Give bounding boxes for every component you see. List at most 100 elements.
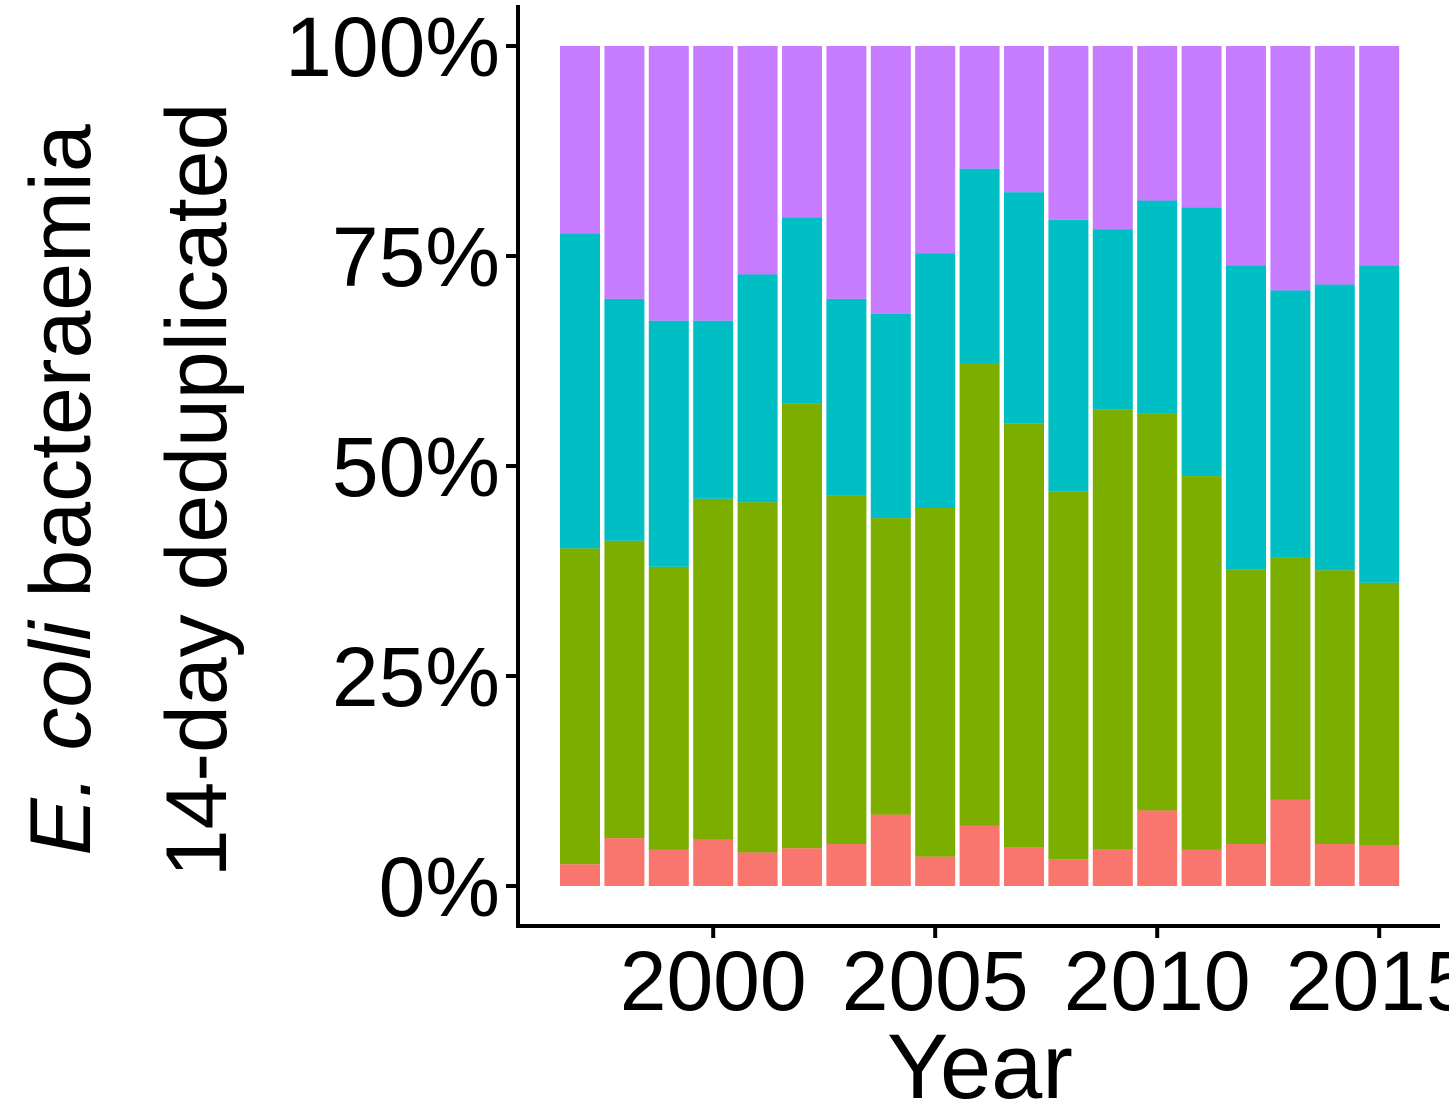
bar-1999-segment-1 [648, 849, 689, 886]
bar-2001-segment-3 [737, 274, 778, 503]
bar-2004-segment-2 [870, 518, 911, 815]
bar-1997-segment-2 [560, 548, 600, 865]
bar-stack-2009 [1092, 46, 1133, 886]
bar-2006-segment-4 [959, 46, 1000, 169]
bar-2014-segment-1 [1314, 844, 1355, 886]
bar-2002-segment-3 [782, 217, 822, 404]
bar-2011-segment-3 [1181, 207, 1222, 477]
bar-1998-segment-2 [604, 540, 645, 839]
bar-stack-1998 [604, 46, 645, 886]
bar-2015-segment-3 [1359, 265, 1400, 583]
bar-1999-segment-3 [648, 320, 689, 567]
bar-2005-segment-4 [915, 46, 956, 254]
ticks-layer: 0% 25% 50% 75% 100% 2000 2005 2010 2015 [285, 0, 1449, 1028]
y-axis-title-rest: bacteraemia [13, 124, 109, 621]
bar-2002-segment-4 [782, 46, 822, 218]
bar-stack-2012 [1226, 46, 1266, 886]
bar-2008-segment-4 [1048, 46, 1089, 220]
bar-stack-2007 [1004, 46, 1044, 886]
bar-2007-segment-1 [1004, 847, 1044, 886]
bar-stack-2014 [1314, 46, 1355, 886]
bar-2009-segment-3 [1092, 229, 1133, 410]
bar-2004-segment-4 [870, 46, 911, 314]
bar-1998-segment-3 [604, 298, 645, 541]
bar-2011-segment-2 [1181, 476, 1222, 850]
y-tick-label-1: 25% [332, 630, 500, 724]
bar-1997-segment-1 [560, 864, 600, 886]
bar-stack-2000 [693, 46, 734, 886]
bar-1999-segment-2 [648, 566, 689, 850]
bar-2006-segment-3 [959, 168, 1000, 364]
bar-2001-segment-4 [737, 46, 778, 275]
bar-2013-segment-4 [1270, 46, 1311, 291]
bar-2009-segment-1 [1092, 849, 1133, 886]
bar-2005-segment-1 [915, 856, 956, 886]
bar-2007-segment-2 [1004, 423, 1044, 848]
bar-1999-segment-4 [648, 46, 689, 321]
bar-2010-segment-1 [1137, 810, 1178, 886]
bar-2000-segment-1 [693, 839, 734, 886]
bar-2011-segment-4 [1181, 46, 1222, 208]
bar-2013-segment-1 [1270, 799, 1311, 886]
bar-2014-segment-4 [1314, 46, 1355, 285]
bar-2002-segment-2 [782, 403, 822, 849]
bar-2004-segment-3 [870, 313, 911, 519]
y-tick-label-2: 50% [332, 420, 500, 514]
bar-2008-segment-1 [1048, 859, 1089, 886]
bar-2008-segment-2 [1048, 491, 1089, 860]
bar-stack-1997 [560, 46, 600, 886]
bar-1997-segment-4 [560, 46, 600, 234]
bar-2011-segment-1 [1181, 849, 1222, 886]
bar-1997-segment-3 [560, 233, 600, 549]
bar-2000-segment-4 [693, 46, 734, 321]
x-axis-title: Year [887, 1016, 1073, 1110]
bar-1998-segment-1 [604, 838, 645, 886]
x-tick-label-2005: 2005 [842, 934, 1029, 1028]
bar-2004-segment-1 [870, 814, 911, 886]
bar-2003-segment-2 [826, 495, 867, 844]
y-tick-label-3: 75% [332, 210, 500, 304]
bar-2012-segment-4 [1226, 46, 1266, 266]
bar-1998-segment-4 [604, 46, 645, 299]
bar-2010-segment-3 [1137, 200, 1178, 414]
bar-stack-2001 [737, 46, 778, 886]
bar-stack-2010 [1137, 46, 1178, 886]
bar-2001-segment-2 [737, 502, 778, 853]
bar-2010-segment-2 [1137, 413, 1178, 811]
bar-2007-segment-3 [1004, 192, 1044, 424]
y-axis-title-italic: E. coli [13, 619, 109, 856]
bar-2015-segment-1 [1359, 845, 1400, 886]
bar-2006-segment-2 [959, 363, 1000, 826]
bar-2014-segment-3 [1314, 284, 1355, 571]
bar-2013-segment-2 [1270, 557, 1311, 800]
x-tick-label-2015: 2015 [1286, 934, 1449, 1028]
bar-stack-2004 [870, 46, 911, 886]
y-tick-label-0: 0% [379, 840, 500, 934]
bar-2007-segment-4 [1004, 46, 1044, 193]
bar-stack-2003 [826, 46, 867, 886]
bar-2009-segment-2 [1092, 409, 1133, 850]
bar-2012-segment-2 [1226, 569, 1266, 844]
bar-stack-2006 [959, 46, 1000, 886]
bar-stack-2013 [1270, 46, 1311, 886]
bar-stack-1999 [648, 46, 689, 886]
bar-2008-segment-3 [1048, 219, 1089, 492]
bar-2015-segment-2 [1359, 582, 1400, 846]
bar-stack-2015 [1359, 46, 1400, 886]
bar-2014-segment-2 [1314, 570, 1355, 844]
y-axis-title-line1: E. coli bacteraemia [13, 124, 109, 856]
bar-2003-segment-4 [826, 46, 867, 299]
x-tick-label-2000: 2000 [620, 934, 807, 1028]
bar-stack-2011 [1181, 46, 1222, 886]
bar-stack-2002 [782, 46, 822, 886]
bar-2002-segment-1 [782, 848, 822, 886]
bar-2003-segment-1 [826, 844, 867, 886]
bar-2012-segment-3 [1226, 265, 1266, 570]
y-tick-label-4: 100% [285, 0, 500, 94]
bar-2012-segment-1 [1226, 844, 1266, 886]
bar-2003-segment-3 [826, 298, 867, 496]
x-tick-label-2010: 2010 [1064, 934, 1251, 1028]
bar-2000-segment-2 [693, 498, 734, 840]
